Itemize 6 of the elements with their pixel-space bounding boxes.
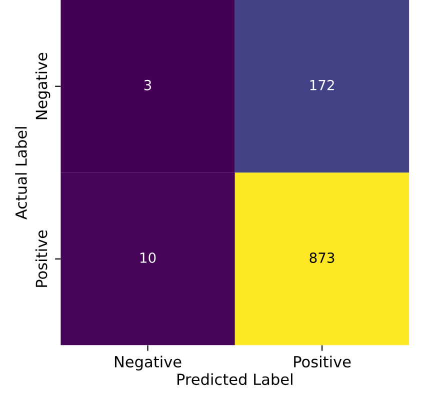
data-label: 3: [144, 80, 152, 90]
data-label: 172: [310, 80, 334, 90]
x-axis-title: Predicted Label: [178, 373, 292, 386]
data-label: 873: [310, 252, 334, 263]
data-label: 10: [140, 252, 156, 263]
y-axis-title: Actual Label: [15, 127, 27, 220]
